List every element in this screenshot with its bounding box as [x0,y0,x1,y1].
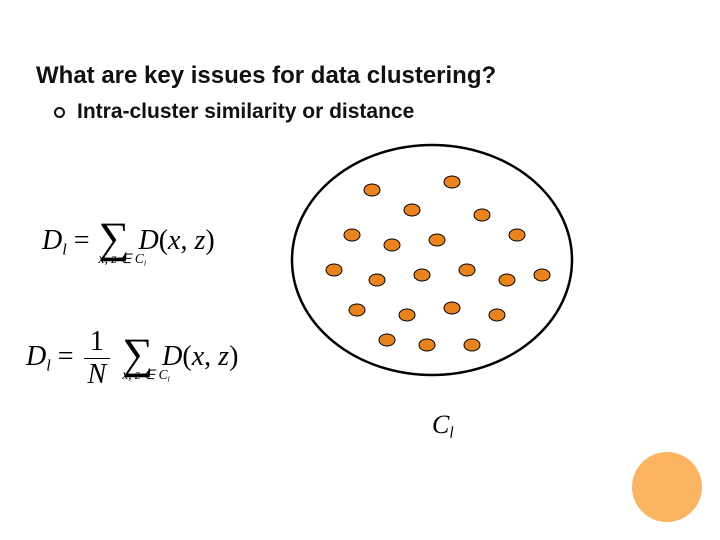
slide: What are key issues for data clustering?… [0,0,720,540]
bullet-row: Intra-cluster similarity or distance [54,100,414,124]
bullet-icon [54,107,65,118]
cluster-diagram [282,140,582,400]
bullet-text: Intra-cluster similarity or distance [77,100,414,124]
decoration-circle-icon [632,452,702,522]
slide-title: What are key issues for data clustering? [36,62,496,90]
formula-sum: Dl = ∑ x, z ∈ Cl D(x, z) [42,210,215,260]
cluster-label: Cl [432,410,454,443]
formula-avg: Dl = 1 N ∑ x, z ∈ Cl D(x, z) [26,326,238,391]
cluster-svg [282,140,582,400]
